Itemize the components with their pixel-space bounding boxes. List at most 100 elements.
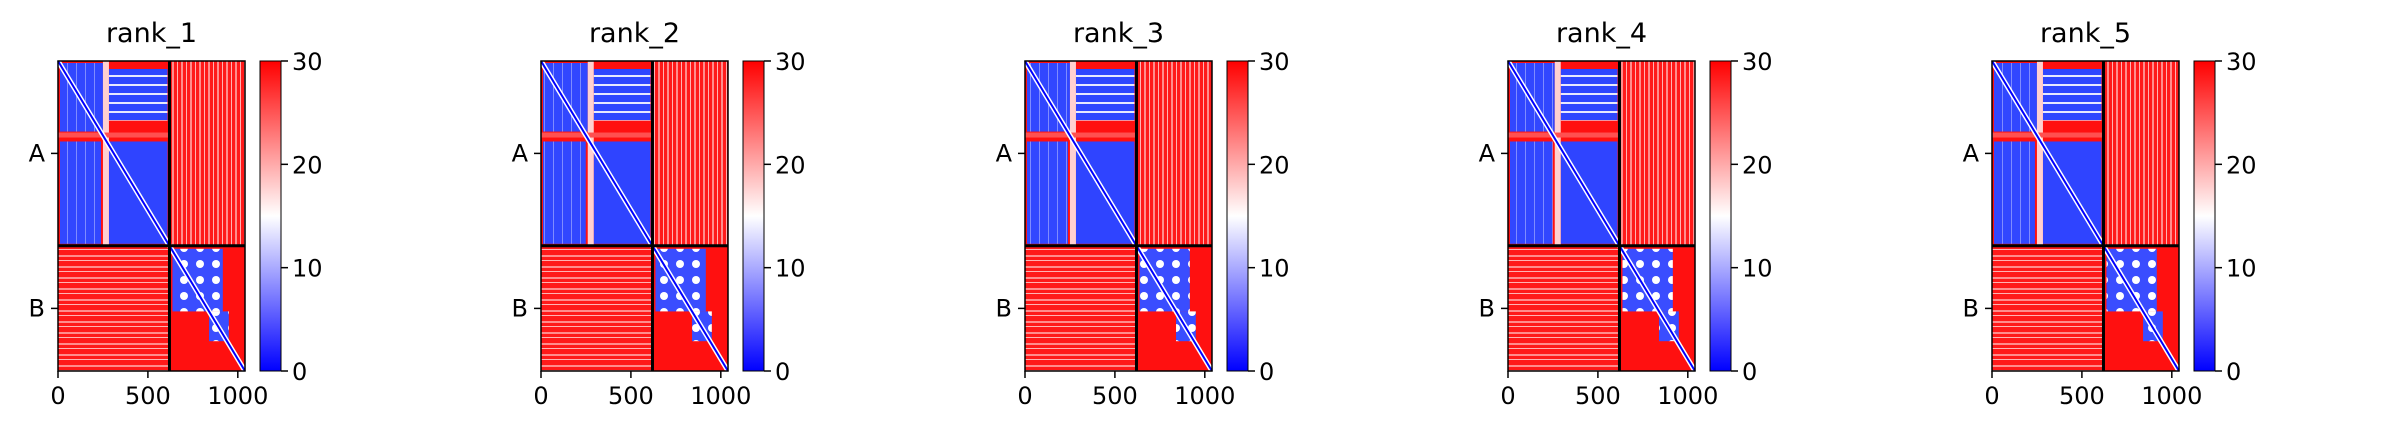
domain-a2-a1-contacts [543, 141, 586, 244]
domain-b1 [172, 248, 223, 312]
linker-band-v [587, 61, 594, 246]
colorbar-tick-label: 0 [775, 358, 790, 386]
axes-frame [1024, 60, 1213, 372]
x-tick-label: 1000 [2141, 382, 2202, 410]
inter-chain-block-ba [58, 245, 170, 371]
y-tick-label: B [512, 294, 528, 322]
colorbar-tick-label: 10 [775, 255, 806, 283]
colorbar-tick-label: 0 [1742, 358, 1757, 386]
domain-a1-a2-contacts [1560, 69, 1618, 121]
inter-chain-block-ab [652, 61, 728, 246]
domain-a1-a2-contacts [2042, 69, 2102, 121]
domain-a2-a1-contacts [1510, 141, 1553, 244]
domain-a2-a1-contacts [60, 141, 101, 244]
y-tick-label: B [29, 294, 45, 322]
linker-band-v [102, 61, 109, 246]
inter-chain-block-ab [1136, 61, 1212, 246]
heatmap-panel-2: rank_2 0 500 1000 A B 0 10 20 30 [512, 18, 806, 410]
heatmap-panel-1: rank_1 0 500 1000 A B 0 10 20 30 [29, 18, 323, 410]
panel-title: rank_5 [2040, 18, 2131, 49]
x-tick-label: 500 [1092, 382, 1138, 410]
linker-band-h [1508, 132, 1620, 138]
colorbar-tick-label: 20 [775, 151, 806, 179]
y-tick-label: A [1479, 139, 1496, 167]
x-tick-label: 1000 [207, 382, 268, 410]
y-tick-label: A [29, 139, 46, 167]
diagonal [540, 60, 729, 372]
x-tick-label: 500 [1575, 382, 1621, 410]
domain-a1-a2-contacts [593, 69, 651, 121]
linker-band-h [541, 132, 653, 138]
domain-a2-a1-contacts [1027, 141, 1068, 244]
colorbar-tick-label: 30 [2226, 48, 2257, 76]
linker-band-v [2036, 61, 2043, 246]
colorbar-tick-label: 10 [292, 255, 323, 283]
colorbar [742, 60, 765, 372]
colorbar-tick-label: 0 [292, 358, 307, 386]
linker-band-v [1069, 61, 1076, 246]
diagonal [1991, 60, 2180, 372]
linker-band-h [1025, 132, 1137, 138]
x-tick-label: 1000 [1174, 382, 1235, 410]
inter-chain-block-ba [1508, 245, 1620, 371]
colorbar-tick-label: 20 [1259, 151, 1290, 179]
colorbar-tick-label: 20 [292, 151, 323, 179]
x-tick-label: 1000 [690, 382, 751, 410]
inter-chain-block-ab [169, 61, 245, 246]
x-tick-label: 0 [533, 382, 548, 410]
inter-chain-block-ba [541, 245, 653, 371]
domain-a2-a1-contacts [1994, 141, 2035, 244]
y-tick-label: B [996, 294, 1012, 322]
linker-band-h [1992, 132, 2104, 138]
diagonal [1024, 60, 1213, 372]
domain-b1 [2106, 248, 2157, 312]
panel-title: rank_2 [589, 18, 680, 49]
domain-b1 [655, 248, 706, 312]
inter-chain-block-ab [1619, 61, 1695, 246]
linker-band-v [1554, 61, 1561, 246]
inter-chain-block-ab [2103, 61, 2179, 246]
x-tick-label: 0 [50, 382, 65, 410]
linker-band-h [58, 132, 170, 138]
colorbar-tick-label: 0 [2226, 358, 2241, 386]
colorbar-tick-label: 30 [775, 48, 806, 76]
heatmap-panel-5: rank_5 0 500 1000 A B 0 10 20 30 [1963, 18, 2257, 410]
inter-chain-block-ba [1025, 245, 1137, 371]
colorbar-tick-label: 10 [1259, 255, 1290, 283]
domain-a1-a2-contacts [108, 69, 168, 121]
heatmap-panel-3: rank_3 0 500 1000 A B 0 10 20 30 [996, 18, 1290, 410]
inter-chain-block-ba [1992, 245, 2104, 371]
colorbar [1226, 60, 1249, 372]
axes-frame [540, 60, 729, 372]
axes-frame [57, 60, 246, 372]
colorbar-tick-label: 0 [1259, 358, 1274, 386]
colorbar-tick-label: 10 [1742, 255, 1773, 283]
x-tick-label: 0 [1017, 382, 1032, 410]
domain-a1-a2-contacts [1075, 69, 1135, 121]
diagonal [57, 60, 246, 372]
panel-title: rank_3 [1073, 18, 1164, 49]
axes-frame [1991, 60, 2180, 372]
panel-title: rank_1 [106, 18, 197, 49]
y-tick-label: A [1963, 139, 1980, 167]
axes-frame [1507, 60, 1696, 372]
colorbar [1709, 60, 1732, 372]
colorbar-tick-label: 10 [2226, 255, 2257, 283]
x-tick-label: 1000 [1657, 382, 1718, 410]
y-tick-label: A [512, 139, 529, 167]
heatmap-panel-4: rank_4 0 500 1000 A B 0 10 20 30 [1479, 18, 1773, 410]
x-tick-label: 500 [2059, 382, 2105, 410]
panel-title: rank_4 [1556, 18, 1647, 49]
y-tick-label: A [996, 139, 1013, 167]
domain-b1 [1139, 248, 1190, 312]
colorbar-tick-label: 30 [1259, 48, 1290, 76]
colorbar-tick-label: 30 [1742, 48, 1773, 76]
colorbar-tick-label: 20 [1742, 151, 1773, 179]
diagonal [1507, 60, 1696, 372]
colorbar [2193, 60, 2216, 372]
x-tick-label: 500 [125, 382, 171, 410]
colorbar-tick-label: 20 [2226, 151, 2257, 179]
y-tick-label: B [1479, 294, 1495, 322]
x-tick-label: 500 [608, 382, 654, 410]
